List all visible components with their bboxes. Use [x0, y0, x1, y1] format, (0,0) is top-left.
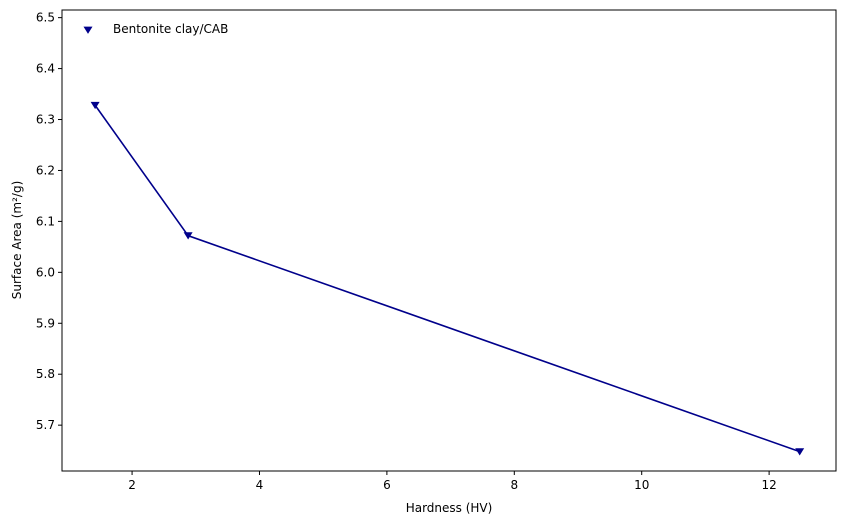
y-tick-label: 5.7 [36, 418, 55, 432]
series-layer [90, 101, 805, 456]
data-point-marker [183, 232, 193, 240]
x-tick-label: 8 [510, 478, 518, 492]
y-tick-label: 6.1 [36, 214, 55, 228]
data-point-marker [90, 101, 100, 110]
axis-ticks: 2 4 6 8 10 12 5.7 5.8 5.9 6.0 6.1 6.2 6.3 6.4 6.5 [36, 11, 777, 492]
y-tick-label: 6.0 [36, 265, 55, 279]
y-tick-label: 5.9 [36, 316, 55, 330]
y-tick-label: 6.5 [36, 11, 55, 25]
x-tick-label: 2 [128, 478, 136, 492]
legend-marker [83, 26, 93, 34]
x-tick-label: 6 [383, 478, 391, 492]
series-line [94, 104, 800, 453]
y-tick-label: 5.8 [36, 367, 55, 381]
y-tick-label: 6.3 [36, 113, 55, 127]
x-tick-label: 4 [256, 478, 264, 492]
plot-frame [61, 9, 837, 472]
y-tick-label: 6.2 [36, 163, 55, 177]
legend-label: Bentonite clay/CAB [113, 22, 228, 36]
legend: Bentonite clay/CAB [83, 22, 228, 36]
x-tick-label: 10 [634, 478, 649, 492]
x-axis-title: Hardness (HV) [406, 501, 493, 515]
data-point-marker [795, 448, 805, 456]
y-axis-title: Surface Area (m²/g) [10, 181, 24, 299]
x-tick-label: 12 [761, 478, 776, 492]
y-tick-label: 6.4 [36, 62, 55, 76]
